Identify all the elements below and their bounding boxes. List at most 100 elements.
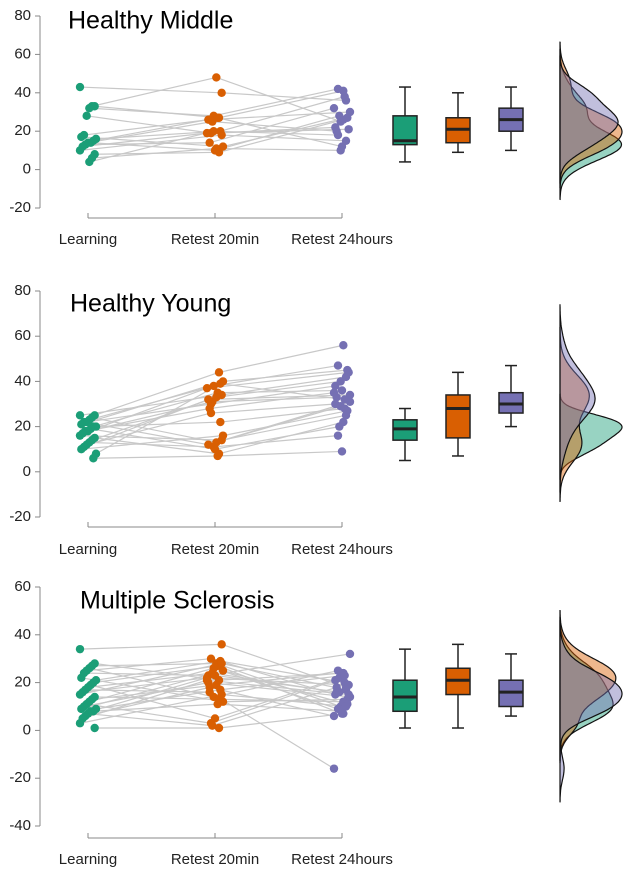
y-tick-label: -20 [9,199,31,216]
pair-line [220,96,345,132]
panel: Multiple Sclerosis -40 -20 0 20 40 60 Learning R… [9,578,623,868]
data-point [345,649,355,659]
data-point [214,368,224,377]
y-tick-label: -20 [9,508,31,525]
data-point [212,73,221,82]
pair-line [221,693,347,708]
data-point [209,442,218,452]
data-point [333,361,343,370]
data-point [340,395,349,404]
data-point [212,144,221,153]
data-point [204,395,213,404]
pair-line [221,662,347,691]
pair-line [79,643,222,650]
data-point [75,431,85,440]
data-point [341,702,351,711]
pair-line [217,450,343,457]
data-point [217,88,226,98]
data-point [339,115,348,124]
data-point [75,719,85,728]
pair-line [209,686,335,717]
pair-line [222,670,348,705]
panel: Healthy Middle -20 0 20 40 60 80 Learning Retest… [9,7,623,248]
x-tick-label: Retest 20min [171,851,259,868]
data-point [75,690,85,699]
pair-line [81,380,224,425]
y-tick-label: 60 [14,327,31,344]
data-point [213,699,222,709]
data-point [344,690,353,699]
pair-line [220,407,345,423]
pair-line [83,398,209,448]
pair-line [81,435,224,450]
pair-line [82,387,208,434]
pair-line [87,713,213,727]
y-tick-label: -20 [9,769,31,786]
x-tick-label: Retest 24hours [291,541,393,558]
panel-title: Multiple Sclerosis [80,587,275,615]
data-point [85,157,94,167]
data-point [205,683,214,692]
data-point [216,417,225,427]
data-point [75,411,85,420]
pair-line [210,403,336,414]
pair-line [221,643,347,688]
pair-line [89,107,214,117]
x-tick-label: Retest 24hours [291,851,393,868]
pair-line [220,383,345,401]
pair-line [213,667,339,710]
data-point [340,671,349,680]
pair-line [86,115,212,134]
pair-line [86,412,212,446]
data-point [77,132,86,142]
data-point [339,709,348,718]
data-point [329,711,339,721]
data-point [331,676,340,685]
data-point [333,130,343,140]
density [559,41,623,189]
data-point [344,368,353,377]
y-tick-label: 0 [23,721,31,738]
data-point [218,666,228,675]
data-point [209,381,218,391]
pair-line [81,670,224,710]
data-point [89,454,98,463]
pair-line [208,394,351,401]
pair-line [216,147,341,151]
data-point [337,386,347,395]
y-tick-label: 80 [14,282,31,299]
data-point [77,445,86,454]
data-point [77,673,86,683]
data-point [210,671,220,680]
data-point [214,723,224,733]
pair-line [214,674,340,693]
pair-line [93,455,218,459]
pair-line [206,679,349,696]
data-point [218,431,228,440]
data-point [205,138,214,147]
x-tick-label: Learning [59,541,117,558]
pair-line [213,130,339,136]
data-point [202,128,212,138]
pair-line [79,693,222,724]
y-tick-label: 40 [14,626,31,643]
data-point [344,125,353,134]
pair-line [94,437,220,455]
pair-line [213,435,339,448]
pair-line [218,90,344,119]
pair-line [217,703,343,712]
data-point [343,406,352,415]
data-point [90,723,99,733]
pair-line [222,117,348,148]
data-point [332,683,341,692]
pair-line [216,76,341,123]
data-point [333,84,343,94]
pair-line [206,371,349,389]
x-tick-label: Learning [59,851,117,868]
pair-line [82,679,208,720]
pair-line [89,130,214,163]
data-point [208,117,217,126]
pair-line [213,88,339,117]
data-point [217,130,226,140]
data-point [340,92,349,101]
